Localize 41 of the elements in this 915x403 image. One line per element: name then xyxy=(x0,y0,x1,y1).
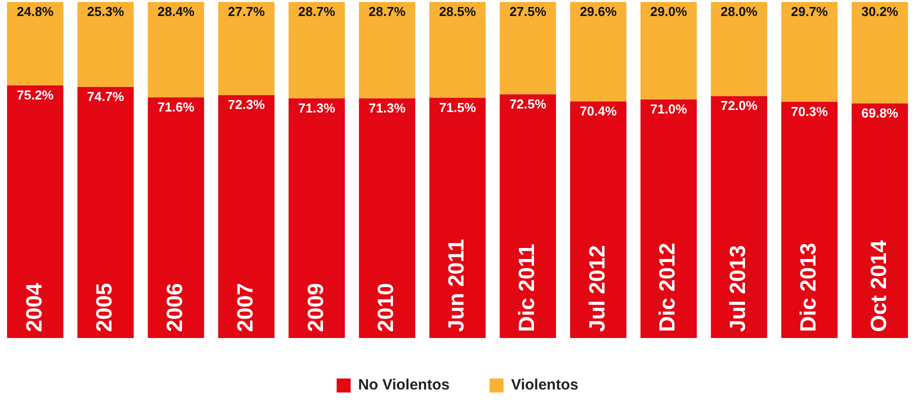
data-label: 28.0% xyxy=(720,4,758,20)
data-label: 71.3% xyxy=(368,100,406,116)
data-label: 69.8% xyxy=(861,106,899,121)
data-label: 70.3% xyxy=(790,104,828,119)
data-label: 25.3% xyxy=(87,4,124,20)
data-label: 28.5% xyxy=(439,4,476,20)
x-tick-label: 2009 xyxy=(302,283,328,332)
x-tick-label: 2007 xyxy=(232,283,258,332)
data-label: 71.6% xyxy=(158,100,195,114)
data-label: 71.0% xyxy=(650,102,688,117)
x-tick-label: 2010 xyxy=(373,283,398,332)
x-tick-label: Oct 2014 xyxy=(866,240,891,332)
data-label: 28.4% xyxy=(158,4,195,20)
x-tick-label: Dic 2013 xyxy=(795,242,820,332)
data-label: 75.2% xyxy=(16,87,54,102)
legend-label: Violentos xyxy=(511,376,578,394)
data-label: 72.0% xyxy=(720,98,758,114)
legend-label: No Violentos xyxy=(358,376,450,394)
x-tick-label: 2004 xyxy=(21,282,46,332)
x-tick-label: 2006 xyxy=(162,283,188,332)
data-label: 74.7% xyxy=(87,89,124,104)
x-tick-label: Jul 2012 xyxy=(584,245,610,332)
data-label: 29.0% xyxy=(650,4,688,20)
data-label: 28.7% xyxy=(298,4,336,20)
data-label: 71.5% xyxy=(439,100,476,115)
data-label: 28.7% xyxy=(368,4,406,20)
data-label: 29.6% xyxy=(580,4,618,20)
x-tick-label: 2005 xyxy=(92,283,117,332)
x-tick-label: Dic 2012 xyxy=(654,242,680,332)
x-tick-label: Jul 2013 xyxy=(725,245,750,332)
data-label: 24.8% xyxy=(16,4,54,20)
x-tick-label: Jun 2011 xyxy=(444,239,469,332)
data-label: 30.2% xyxy=(861,4,899,20)
data-label: 70.4% xyxy=(580,104,618,119)
data-label: 72.3% xyxy=(228,97,266,112)
x-tick-label: Dic 2011 xyxy=(514,244,539,332)
data-label: 72.5% xyxy=(509,96,547,112)
data-label: 27.5% xyxy=(509,4,547,20)
data-label: 29.7% xyxy=(790,4,828,20)
data-label: 27.7% xyxy=(228,4,266,20)
data-label: 71.3% xyxy=(298,100,336,116)
